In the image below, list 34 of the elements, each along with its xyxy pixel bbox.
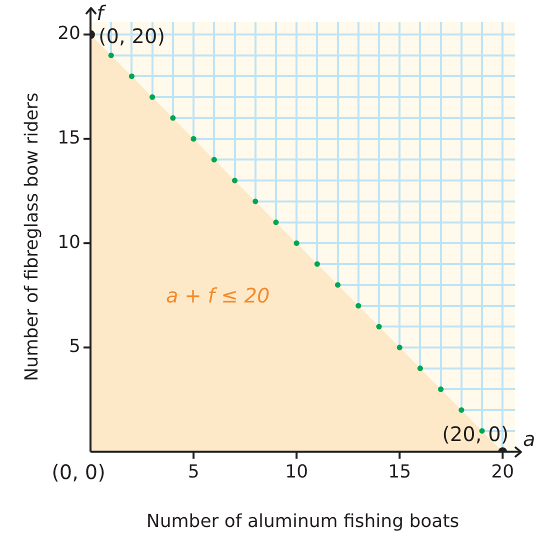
text: a [523,426,536,451]
point [314,261,320,267]
y-tick-label: 5 [69,336,81,358]
y-tick-label: 15 [58,128,81,149]
point [273,219,279,226]
x-axis-title: Number of aluminum fishing boats [146,510,460,532]
y-tick-label: 20 [58,23,81,44]
x-tick-label: 5 [188,461,200,482]
point [417,366,424,372]
y-axis-title: Number of fibreglass bow riders [21,92,42,382]
point [150,94,156,100]
point [232,178,238,184]
point [170,115,176,121]
annotation: a + f ≤ 20 [166,283,270,308]
x-tick-label: 10 [285,461,308,482]
y-tick-label: 10 [58,232,81,253]
point [294,240,300,246]
text: (0, 0) [52,460,106,484]
point [252,198,258,204]
point [438,386,444,392]
annotation: (20, 0) [442,422,509,446]
x-tick-label: 20 [491,461,514,482]
point [396,344,402,350]
point [190,136,196,142]
annotation: (0, 20) [98,24,166,48]
point [211,156,217,163]
point [128,73,135,80]
annotation: f [96,1,107,25]
point [108,52,114,58]
point [458,407,464,413]
point [356,302,362,309]
x-tick-label: 15 [388,461,412,482]
point [334,282,341,288]
point [376,324,382,330]
